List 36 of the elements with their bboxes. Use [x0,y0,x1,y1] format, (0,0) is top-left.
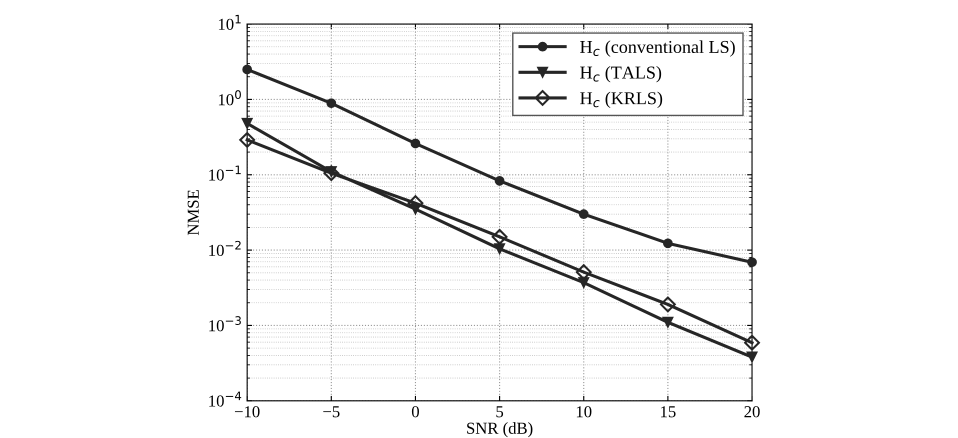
y-tick-label: 10$^{−2}$ [209,240,241,256]
y-axis-title: NMSE [188,190,199,236]
point [242,64,252,74]
x-tick-label: 0 [412,406,419,418]
point [744,334,760,351]
point [323,165,340,182]
point [660,296,676,312]
legend-label: H$_{c}$ (KRLS) [580,92,662,108]
x-tick-label: 15 [661,406,676,418]
point [747,257,757,268]
x-tick-label: 20 [744,406,760,418]
point [663,238,673,248]
point [242,118,253,129]
x-tick-label: 10 [576,406,592,418]
point [494,176,504,186]
point [578,209,589,220]
point [578,277,590,288]
x-tick-label: −10 [234,406,260,418]
point [410,138,420,148]
point [746,352,758,363]
y-tick-label: 10$^{1}$ [218,14,241,30]
y-tick-label: 10$^{−4}$ [209,392,242,407]
point [494,243,506,254]
point [492,228,508,245]
y-tick-label: 10$^{−3}$ [209,316,241,332]
x-tick-label: −5 [323,406,340,418]
x-tick-label: 5 [496,406,504,418]
legend-label: H$_{c}$ (TALS) [580,66,662,82]
y-tick-label: 10$^{0}$ [218,90,241,106]
point [410,204,422,215]
x-axis-title: SNR (dB) [467,422,532,438]
point [326,98,336,108]
legend-label: H$_{c}$ (conventional LS) [580,40,735,57]
point [239,132,256,148]
y-tick-label: 10$^{−1}$ [209,166,241,181]
point [662,316,674,328]
